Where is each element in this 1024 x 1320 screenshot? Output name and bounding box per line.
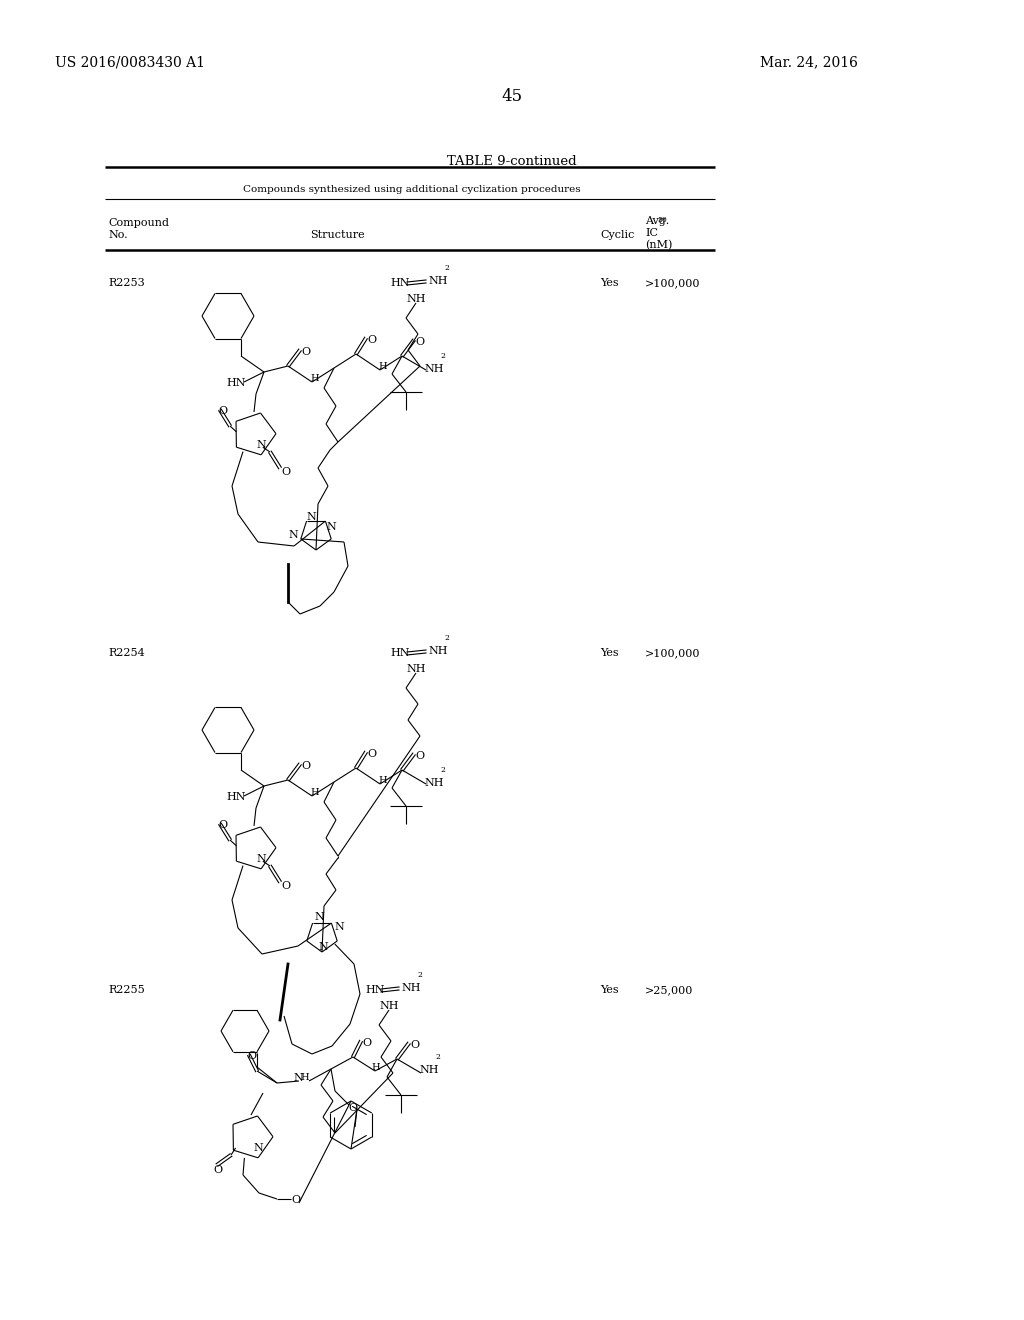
- Text: H: H: [310, 788, 318, 797]
- Text: Structure: Structure: [310, 230, 365, 240]
- Text: O: O: [281, 467, 290, 477]
- Text: N: N: [256, 854, 266, 865]
- Text: N: N: [293, 1073, 303, 1082]
- Text: O: O: [367, 748, 376, 759]
- Text: H: H: [300, 1073, 308, 1082]
- Text: NH: NH: [428, 276, 447, 286]
- Text: N: N: [334, 921, 344, 932]
- Text: 2: 2: [440, 352, 444, 360]
- Text: N: N: [326, 521, 336, 532]
- Text: No.: No.: [108, 230, 128, 240]
- Text: HN: HN: [226, 792, 246, 803]
- Text: Yes: Yes: [600, 985, 618, 995]
- Text: >100,000: >100,000: [645, 279, 700, 288]
- Text: HN: HN: [390, 279, 410, 288]
- Text: NH: NH: [401, 983, 421, 993]
- Text: H: H: [371, 1063, 380, 1072]
- Text: 2: 2: [417, 972, 422, 979]
- Text: O: O: [348, 1104, 357, 1113]
- Text: N: N: [318, 942, 328, 952]
- Text: >100,000: >100,000: [645, 648, 700, 657]
- Text: TABLE 9-continued: TABLE 9-continued: [447, 154, 577, 168]
- Text: Avg.: Avg.: [645, 216, 670, 226]
- Text: O: O: [281, 880, 290, 891]
- Text: Yes: Yes: [600, 648, 618, 657]
- Text: IC: IC: [645, 228, 658, 238]
- Text: H: H: [310, 374, 318, 383]
- Text: N: N: [256, 440, 266, 450]
- Text: O: O: [415, 751, 424, 762]
- Text: NH: NH: [406, 664, 426, 675]
- Text: NH: NH: [379, 1001, 398, 1011]
- Text: NH: NH: [406, 294, 426, 304]
- Text: O: O: [247, 1051, 256, 1061]
- Text: NH: NH: [424, 777, 443, 788]
- Text: HN: HN: [365, 985, 384, 995]
- Text: N: N: [288, 531, 298, 540]
- Text: Mar. 24, 2016: Mar. 24, 2016: [760, 55, 858, 69]
- Text: 2: 2: [440, 766, 444, 774]
- Text: O: O: [415, 337, 424, 347]
- Text: NH: NH: [419, 1065, 438, 1074]
- Text: H: H: [378, 362, 387, 371]
- Text: R2253: R2253: [108, 279, 144, 288]
- Text: O: O: [410, 1040, 419, 1049]
- Text: O: O: [301, 762, 310, 771]
- Text: >25,000: >25,000: [645, 985, 693, 995]
- Text: O: O: [301, 347, 310, 356]
- Text: R2254: R2254: [108, 648, 144, 657]
- Text: 50: 50: [657, 216, 667, 224]
- Text: HN: HN: [390, 648, 410, 657]
- Text: O: O: [218, 407, 227, 416]
- Text: H: H: [378, 776, 387, 785]
- Text: Yes: Yes: [600, 279, 618, 288]
- Text: O: O: [213, 1166, 222, 1175]
- Text: R2255: R2255: [108, 985, 144, 995]
- Text: NH: NH: [424, 364, 443, 374]
- Text: 2: 2: [444, 634, 449, 642]
- Text: N: N: [306, 512, 315, 521]
- Text: O: O: [362, 1038, 371, 1048]
- Text: O: O: [291, 1195, 300, 1205]
- Text: (nM): (nM): [645, 240, 673, 251]
- Text: O: O: [218, 820, 227, 830]
- Text: HN: HN: [226, 378, 246, 388]
- Text: US 2016/0083430 A1: US 2016/0083430 A1: [55, 55, 205, 69]
- Text: Cyclic: Cyclic: [600, 230, 635, 240]
- Text: 2: 2: [435, 1053, 440, 1061]
- Text: O: O: [367, 335, 376, 345]
- Text: N: N: [253, 1143, 263, 1152]
- Text: 45: 45: [502, 88, 522, 106]
- Text: 2: 2: [444, 264, 449, 272]
- Text: N: N: [314, 912, 324, 921]
- Text: Compound: Compound: [108, 218, 169, 228]
- Text: NH: NH: [428, 645, 447, 656]
- Text: Compounds synthesized using additional cyclization procedures: Compounds synthesized using additional c…: [243, 185, 581, 194]
